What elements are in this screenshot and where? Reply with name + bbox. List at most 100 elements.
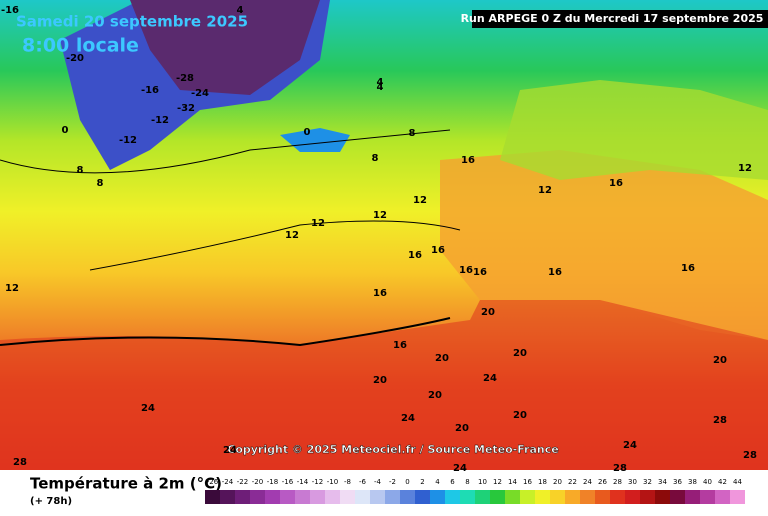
contour-label: 20 bbox=[481, 307, 495, 318]
colorbar-tick-label: 14 bbox=[508, 478, 517, 486]
contour-label: 24 bbox=[483, 373, 497, 384]
colorbar-tick-label: -24 bbox=[222, 478, 234, 486]
colorbar-tick-label: 6 bbox=[450, 478, 455, 486]
contour-label: 12 bbox=[373, 210, 387, 221]
contour-label: 12 bbox=[311, 218, 325, 229]
contour-label: 8 bbox=[97, 178, 104, 189]
colorbar-swatch bbox=[460, 490, 475, 504]
colorbar-swatch bbox=[730, 490, 745, 504]
isotherm-20 bbox=[0, 317, 451, 347]
south-warm bbox=[0, 300, 768, 470]
colorbar-tick-label: 22 bbox=[568, 478, 577, 486]
colorbar-swatch bbox=[535, 490, 550, 504]
date: Samedi 20 septembre 2025 bbox=[16, 13, 248, 31]
colorbar-tick-label: 24 bbox=[583, 478, 592, 486]
colorbar-swatch bbox=[385, 490, 400, 504]
colorbar-tick-label: 44 bbox=[733, 478, 742, 486]
legend-title: Température à 2m (°C) bbox=[30, 475, 222, 493]
colorbar-swatch bbox=[505, 490, 520, 504]
colorbar-tick-label: -26 bbox=[207, 478, 219, 486]
colorbar-swatch bbox=[340, 490, 355, 504]
contour-label: 16 bbox=[393, 340, 407, 351]
greenland-cold bbox=[130, 0, 320, 95]
contour-label: 8 bbox=[409, 128, 416, 139]
contour-label: 8 bbox=[77, 165, 84, 176]
contour-label: 16 bbox=[408, 250, 422, 261]
colorbar-tick-label: 8 bbox=[465, 478, 469, 486]
contour-label: 20 bbox=[428, 390, 442, 401]
colorbar-swatch bbox=[295, 490, 310, 504]
colorbar-swatch bbox=[700, 490, 715, 504]
isotherm-16 bbox=[89, 220, 461, 271]
run-box bbox=[472, 10, 768, 28]
colorbar-tick-label: 30 bbox=[628, 478, 637, 486]
colorbar-tick-label: -12 bbox=[312, 478, 323, 486]
colorbar-tick-label: 18 bbox=[538, 478, 547, 486]
colorbar-tick-label: 2 bbox=[420, 478, 424, 486]
contour-label: 12 bbox=[738, 163, 752, 174]
colorbar-tick-label: -8 bbox=[344, 478, 351, 486]
colorbar-swatch bbox=[550, 490, 565, 504]
colorbar-swatch bbox=[400, 490, 415, 504]
colorbar-tick-label: 28 bbox=[613, 478, 622, 486]
legend-lead: (+ 78h) bbox=[30, 496, 72, 507]
colorbar-swatch bbox=[250, 490, 265, 504]
colorbar-swatch bbox=[220, 490, 235, 504]
colorbar-tick-label: -4 bbox=[374, 478, 382, 486]
colorbar-swatch bbox=[580, 490, 595, 504]
contour-label: 8 bbox=[372, 153, 379, 164]
contour-label: -24 bbox=[191, 88, 209, 99]
contour-label: 4 bbox=[237, 5, 244, 16]
colorbar-swatch bbox=[355, 490, 370, 504]
colorbar-tick-label: 36 bbox=[673, 478, 682, 486]
colorbar-swatch bbox=[475, 490, 490, 504]
contour-label: -28 bbox=[176, 73, 194, 84]
contour-label: 16 bbox=[459, 265, 473, 276]
colorbar-swatch bbox=[370, 490, 385, 504]
contour-label: -32 bbox=[177, 103, 195, 114]
contour-label: -16 bbox=[141, 85, 159, 96]
colorbar-swatch bbox=[205, 490, 220, 504]
iceland bbox=[280, 128, 350, 152]
colorbar-swatch bbox=[625, 490, 640, 504]
contour-label: 16 bbox=[681, 263, 695, 274]
contour-label: 16 bbox=[473, 267, 487, 278]
contour-label: 0 bbox=[304, 127, 311, 138]
contour-label: -20 bbox=[66, 53, 84, 64]
contour-label: 24 bbox=[223, 445, 237, 456]
copyright: Copyright © 2025 Meteociel.fr / Source M… bbox=[227, 443, 558, 456]
europe-warm bbox=[440, 150, 768, 340]
contour-label: 12 bbox=[538, 185, 552, 196]
colorbar-tick-label: 4 bbox=[435, 478, 440, 486]
colorbar-swatch bbox=[490, 490, 505, 504]
colorbar-swatch bbox=[445, 490, 460, 504]
contour-label: 12 bbox=[285, 230, 299, 241]
scandinavia bbox=[500, 80, 768, 180]
contour-label: 28 bbox=[13, 457, 27, 468]
colorbar-swatch bbox=[310, 490, 325, 504]
colorbar-tick-label: -6 bbox=[359, 478, 367, 486]
colorbar-swatch bbox=[265, 490, 280, 504]
contour-label: -12 bbox=[151, 115, 169, 126]
contour-label: 20 bbox=[713, 355, 727, 366]
colorbar: -26 -24 -22 -20 -18 -16 -14 -12 -10 -8 -6 -4 -2 0 2 4 6 8… bbox=[205, 478, 745, 504]
colorbar-swatch bbox=[235, 490, 250, 504]
contour-label: 24 bbox=[453, 463, 467, 474]
contour-label: 28 bbox=[713, 415, 727, 426]
colorbar-tick-label: 12 bbox=[493, 478, 502, 486]
colorbar-swatch bbox=[565, 490, 580, 504]
colorbar-swatch bbox=[430, 490, 445, 504]
colorbar-tick-label: 42 bbox=[718, 478, 727, 486]
contour-label: 28 bbox=[613, 463, 627, 474]
colorbar-swatch bbox=[685, 490, 700, 504]
contour-label: -12 bbox=[119, 135, 137, 146]
contour-label: 24 bbox=[401, 413, 415, 424]
colorbar-tick-label: -18 bbox=[267, 478, 278, 486]
colorbar-tick-label: -16 bbox=[282, 478, 294, 486]
run-info: Run ARPEGE 0 Z du Mercredi 17 septembre … bbox=[461, 12, 764, 25]
colorbar-swatch bbox=[640, 490, 655, 504]
colorbar-tick-label: 26 bbox=[598, 478, 607, 486]
contour-label: 28 bbox=[743, 450, 757, 461]
colorbar-tick-label: 10 bbox=[478, 478, 487, 486]
